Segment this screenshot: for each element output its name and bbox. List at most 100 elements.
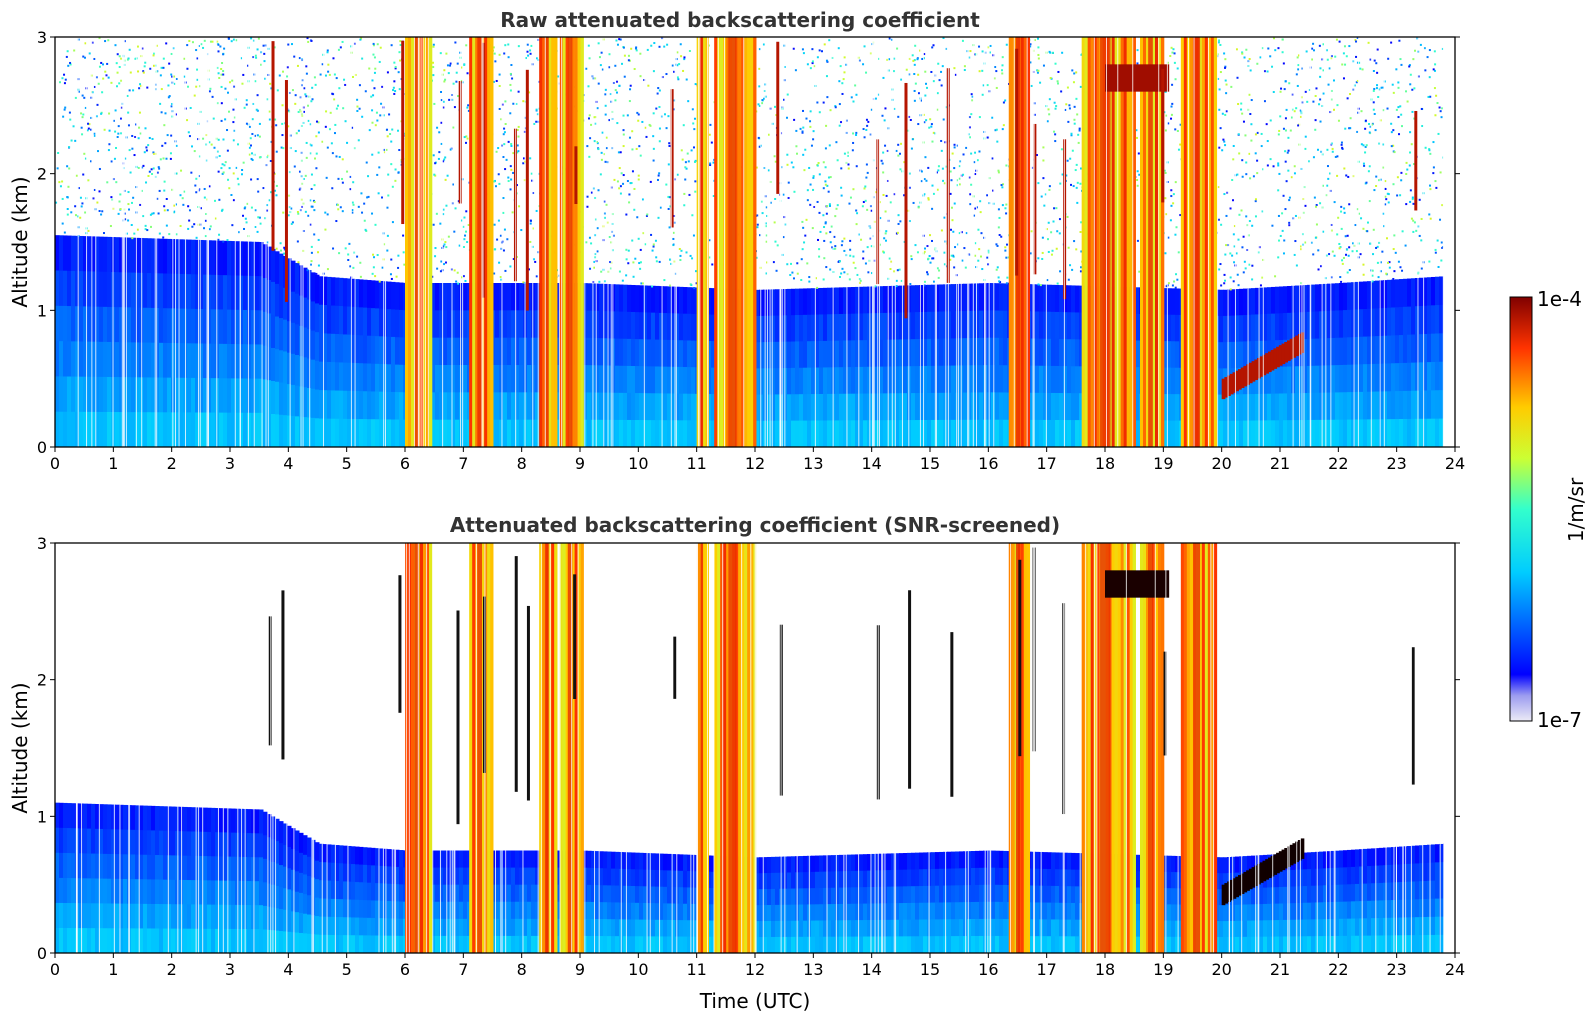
noise-pixel — [223, 164, 226, 167]
noise-pixel — [585, 241, 588, 244]
noise-pixel — [938, 269, 941, 272]
noise-pixel — [1294, 214, 1297, 217]
noise-pixel — [100, 61, 103, 64]
noise-pixel — [1163, 111, 1166, 114]
aerosol-cell — [1135, 313, 1140, 342]
noise-pixel — [1254, 215, 1257, 218]
aerosol-cell — [803, 314, 808, 342]
noise-pixel — [1036, 69, 1039, 72]
noise-pixel — [282, 70, 285, 73]
aerosol-cell — [1275, 420, 1280, 447]
aerosol-cell — [271, 281, 276, 316]
noise-pixel — [1408, 65, 1411, 68]
noise-pixel — [1376, 261, 1379, 264]
aerosol-cell — [671, 286, 676, 314]
aerosol-cell — [79, 411, 84, 447]
noise-pixel — [367, 195, 370, 198]
aerosol-cell — [1319, 419, 1324, 447]
aerosol-cell — [83, 306, 88, 343]
noise-pixel — [278, 74, 281, 77]
noise-pixel — [1375, 185, 1378, 188]
aerosol-cell — [527, 310, 532, 339]
noise-pixel — [498, 53, 501, 56]
noise-pixel — [1415, 229, 1418, 232]
aerosol-cell — [1395, 307, 1400, 336]
aerosol-cell — [1043, 365, 1048, 394]
noise-pixel — [358, 107, 361, 110]
noise-pixel — [501, 103, 504, 106]
aerosol-cell — [207, 378, 212, 414]
noise-pixel — [1079, 182, 1082, 185]
noise-pixel — [86, 129, 89, 132]
aerosol-cell — [923, 419, 928, 447]
aerosol-cell — [255, 310, 260, 345]
noise-pixel — [1354, 224, 1357, 227]
noise-pixel — [313, 184, 316, 187]
aerosol-cell — [255, 378, 260, 414]
noise-pixel — [436, 267, 439, 270]
noise-pixel — [908, 57, 911, 60]
noise-pixel — [1346, 97, 1349, 100]
aerosol-cell — [811, 341, 816, 369]
aerosol-cell — [847, 420, 852, 447]
aerosol-cell — [503, 365, 508, 393]
aerosol-cell — [287, 258, 292, 291]
aerosol-cell — [323, 276, 328, 306]
aerosol-cell — [911, 312, 916, 340]
noise-pixel — [58, 81, 61, 84]
aerosol-cell — [155, 342, 160, 379]
aerosol-cell — [187, 412, 192, 447]
aerosol-cell — [1375, 391, 1380, 420]
noise-pixel — [93, 132, 96, 135]
aerosol-cell — [1163, 420, 1168, 447]
noise-pixel — [98, 65, 101, 68]
aerosol-cell — [607, 392, 612, 421]
aerosol-cell — [675, 340, 680, 368]
noise-pixel — [835, 207, 838, 210]
noise-pixel — [108, 143, 111, 146]
noise-pixel — [640, 282, 643, 285]
noise-pixel — [432, 66, 435, 69]
aerosol-cell — [1255, 393, 1260, 421]
noise-pixel — [951, 219, 954, 222]
aerosol-cell — [607, 311, 612, 339]
noise-pixel — [528, 91, 531, 94]
noise-pixel — [1042, 159, 1045, 162]
noise-pixel — [861, 205, 864, 208]
noise-pixel — [288, 194, 291, 197]
aerosol-cell — [499, 419, 504, 447]
aerosol-cell — [391, 364, 396, 393]
aerosol-cell — [315, 332, 320, 362]
noise-pixel — [1428, 49, 1431, 52]
noise-pixel — [801, 248, 804, 251]
aerosol-cell — [815, 367, 820, 395]
aerosol-cell — [123, 342, 128, 378]
noise-pixel — [1176, 67, 1179, 70]
noise-pixel — [1005, 212, 1008, 215]
noise-pixel — [637, 113, 640, 116]
noise-pixel — [1042, 177, 1045, 180]
noise-pixel — [1068, 107, 1071, 110]
noise-pixel — [937, 276, 940, 279]
aerosol-cell — [351, 278, 356, 308]
aerosol-cell — [87, 306, 92, 343]
noise-pixel — [81, 116, 84, 119]
noise-pixel — [391, 221, 394, 224]
noise-pixel — [604, 104, 607, 107]
noise-pixel — [829, 176, 832, 179]
noise-pixel — [1322, 230, 1325, 233]
noise-pixel — [101, 91, 104, 94]
noise-pixel — [657, 216, 660, 219]
aerosol-cell — [1423, 333, 1428, 363]
noise-pixel — [1048, 185, 1051, 188]
noise-pixel — [1282, 127, 1285, 130]
aerosol-cell — [1431, 305, 1436, 335]
noise-pixel — [849, 239, 852, 242]
aerosol-cell — [1419, 334, 1424, 363]
aerosol-cell — [135, 342, 140, 378]
noise-pixel — [1317, 249, 1320, 252]
aerosol-cell — [207, 412, 212, 447]
aerosol-cell — [851, 313, 856, 341]
noise-pixel — [137, 70, 140, 73]
aerosol-cell — [1363, 391, 1368, 420]
